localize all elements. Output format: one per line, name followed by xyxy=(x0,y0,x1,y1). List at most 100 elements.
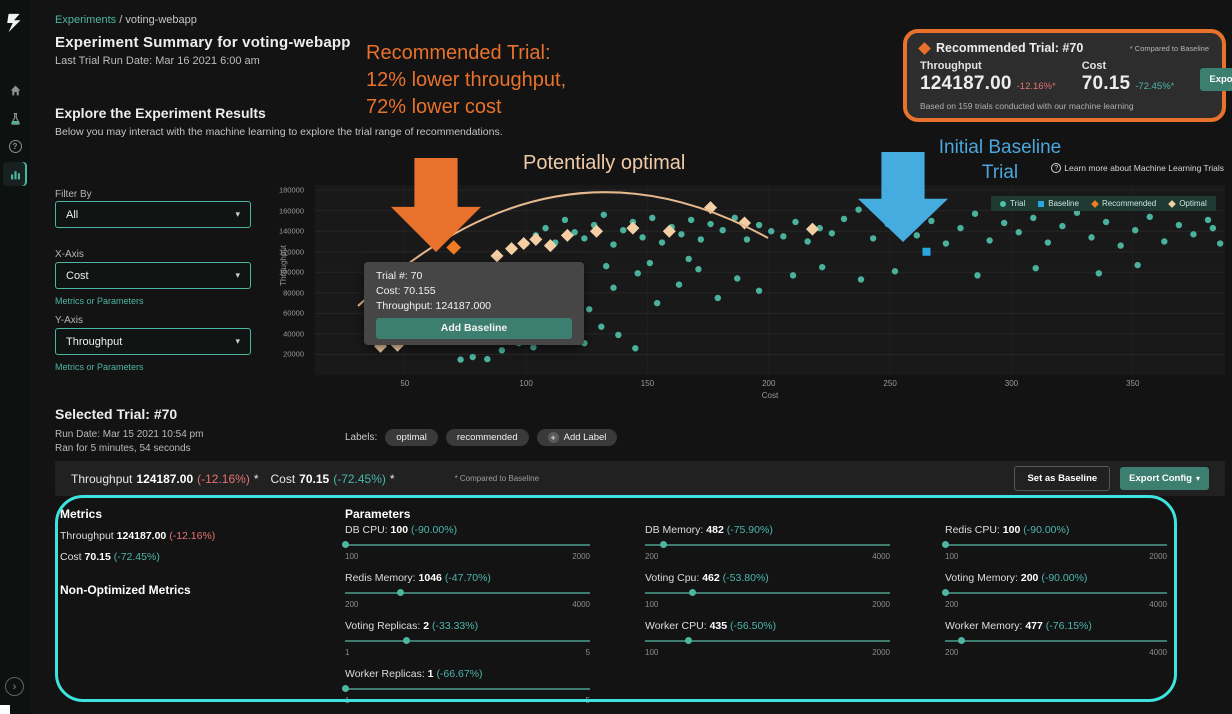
y-tick: 140000 xyxy=(278,226,304,236)
set-as-baseline-button[interactable]: Set as Baseline xyxy=(1014,466,1111,491)
slider-thumb[interactable] xyxy=(660,541,668,548)
slider-thumb[interactable] xyxy=(342,541,349,548)
sidebar-expand-icon[interactable]: › xyxy=(5,677,24,696)
home-icon[interactable] xyxy=(3,78,27,102)
slider-thumb[interactable] xyxy=(942,541,949,548)
parameter-slider[interactable] xyxy=(942,541,1167,549)
explore-results-subtitle: Below you may interact with the machine … xyxy=(55,126,503,138)
metric-throughput: Throughput 124187.00 (-12.16%) xyxy=(60,530,216,542)
learn-more-link[interactable]: ? Learn more about Machine Learning Tria… xyxy=(1051,163,1224,173)
parameter-slider-block: DB Memory: 482 (-75.90%) 200 4000 xyxy=(645,524,890,561)
cost-value: 70.15 xyxy=(1081,73,1131,94)
square-marker-icon xyxy=(1038,200,1045,207)
label-pill-recommended[interactable]: recommended xyxy=(445,429,529,446)
x-axis-dropdown[interactable]: Cost ▾ xyxy=(55,262,251,289)
parameter-slider-block: Redis Memory: 1046 (-47.70%) 200 4000 xyxy=(345,572,590,609)
y-tick: 160000 xyxy=(278,206,304,216)
tooltip-throughput: Throughput: 124187.000 xyxy=(376,300,492,312)
y-tick: 180000 xyxy=(278,185,304,195)
parameter-slider-block: Voting Memory: 200 (-90.00%) 200 4000 xyxy=(942,572,1167,620)
breadcrumb-separator: / xyxy=(119,14,123,26)
parameter-slider-block: Worker CPU: 435 (-56.50%) 100 2000 xyxy=(645,620,890,657)
last-run-date: Last Trial Run Date: Mar 16 2021 6:00 am xyxy=(55,55,260,67)
trials-count-note: Based on 159 trials conducted with our m… xyxy=(920,101,1134,111)
y-tick: 20000 xyxy=(283,349,304,359)
x-tick: 200 xyxy=(762,379,776,388)
cost-stat: Cost 70.15 -72.45%* xyxy=(1081,60,1175,94)
x-tick: 350 xyxy=(1126,379,1140,388)
add-label-button[interactable]: + Add Label xyxy=(536,429,618,446)
legend-item-trial[interactable]: Trial xyxy=(1000,199,1025,208)
slider-thumb[interactable] xyxy=(942,589,949,596)
annotation-potentially-optimal: Potentially optimal xyxy=(523,152,686,174)
selected-trial-title: Selected Trial: #70 xyxy=(55,406,178,422)
legend-item-baseline[interactable]: Baseline xyxy=(1038,199,1079,208)
x-tick: 50 xyxy=(400,379,410,388)
slider-thumb[interactable] xyxy=(342,685,349,692)
breadcrumb: Experiments / voting-webapp xyxy=(55,14,197,26)
y-tick: 120000 xyxy=(278,247,304,257)
y-tick: 40000 xyxy=(283,329,304,339)
add-baseline-button[interactable]: Add Baseline xyxy=(376,318,572,339)
chevron-down-icon: ▾ xyxy=(235,270,240,280)
page-title: Experiment Summary for voting-webapp xyxy=(55,34,351,51)
filter-by-label: Filter By xyxy=(55,189,92,200)
export-config-button[interactable]: Export Config▾ xyxy=(1200,68,1232,91)
parameter-slider-block: Worker Memory: 477 (-76.15%) 200 4000 xyxy=(945,620,1167,657)
experiments-flask-icon[interactable] xyxy=(3,106,27,130)
legend-item-recommended[interactable]: Recommended xyxy=(1091,199,1156,208)
parameter-slider[interactable] xyxy=(342,541,590,549)
breadcrumb-experiments-link[interactable]: Experiments xyxy=(55,14,117,26)
recommended-trial-panel: Recommended Trial: #70 * Compared to Bas… xyxy=(903,29,1232,122)
x-tick: 300 xyxy=(1004,379,1019,388)
non-optimized-metrics-title: Non-Optimized Metrics xyxy=(60,583,191,597)
parameter-slider[interactable] xyxy=(645,589,890,597)
parameter-slider[interactable] xyxy=(645,541,890,549)
legend-item-optimal[interactable]: Optimal xyxy=(1168,199,1207,208)
parameter-slider[interactable] xyxy=(942,589,1167,597)
filter-by-dropdown[interactable]: All ▾ xyxy=(55,201,251,228)
selected-trial-duration: Ran for 5 minutes, 54 seconds xyxy=(55,443,191,454)
y-axis-title: Throughput xyxy=(279,245,288,286)
throughput-delta: -12.16%* xyxy=(1016,81,1056,92)
y-axis-metrics-link[interactable]: Metrics or Parameters xyxy=(55,362,144,372)
compared-to-baseline-note: * Compared to Baseline xyxy=(1129,43,1209,53)
x-tick: 150 xyxy=(640,379,655,388)
help-icon[interactable]: ? xyxy=(3,134,27,158)
slider-thumb[interactable] xyxy=(396,589,404,596)
breadcrumb-current: voting-webapp xyxy=(125,14,197,26)
trial-summary-bar: Throughput 124187.00 (-12.16%) * Cost 70.… xyxy=(55,461,1225,496)
throughput-value: 124187.00 xyxy=(920,73,1012,94)
parameter-slider[interactable] xyxy=(342,685,590,693)
chevron-down-icon: ▾ xyxy=(235,336,240,346)
slider-thumb[interactable] xyxy=(688,589,696,596)
slider-thumb[interactable] xyxy=(958,637,966,644)
parameter-slider[interactable] xyxy=(345,589,590,597)
tooltip-trial-number: Trial #: 70 xyxy=(376,270,423,282)
x-axis-ticks: 50 100 150 200 250 300 350 xyxy=(315,379,1225,391)
slider-thumb[interactable] xyxy=(685,637,693,644)
label-pill-optimal[interactable]: optimal xyxy=(385,429,438,446)
recommended-trial-title: Recommended Trial: #70 xyxy=(936,41,1084,55)
export-config-button-2[interactable]: Export Config ▾ xyxy=(1120,467,1209,490)
summary-metrics-text: Throughput 124187.00 (-12.16%) * Cost 70.… xyxy=(71,471,395,486)
chart-legend: Trial Baseline Recommended Optimal xyxy=(991,196,1216,211)
x-axis-title: Cost xyxy=(761,391,779,400)
y-axis-dropdown[interactable]: Throughput ▾ xyxy=(55,328,251,355)
x-tick: 250 xyxy=(883,379,897,388)
metric-cost: Cost 70.15 (-72.45%) xyxy=(60,551,160,563)
y-axis-label: Y-Axis xyxy=(55,315,83,326)
parameter-slider[interactable] xyxy=(945,637,1167,645)
labels-title: Labels: xyxy=(345,432,378,443)
parameter-slider[interactable] xyxy=(645,637,890,645)
parameter-slider[interactable] xyxy=(345,637,590,645)
circle-marker-icon xyxy=(1000,200,1006,207)
throughput-stat: Throughput 124187.00 -12.16%* xyxy=(920,60,1056,94)
results-chart-icon[interactable] xyxy=(3,162,27,186)
summary-compared-note: * Compared to Baseline xyxy=(454,474,540,483)
sidebar: ? › xyxy=(0,0,30,714)
stormforge-logo-icon xyxy=(7,13,21,33)
x-axis-metrics-link[interactable]: Metrics or Parameters xyxy=(55,296,144,306)
slider-thumb[interactable] xyxy=(403,637,411,644)
